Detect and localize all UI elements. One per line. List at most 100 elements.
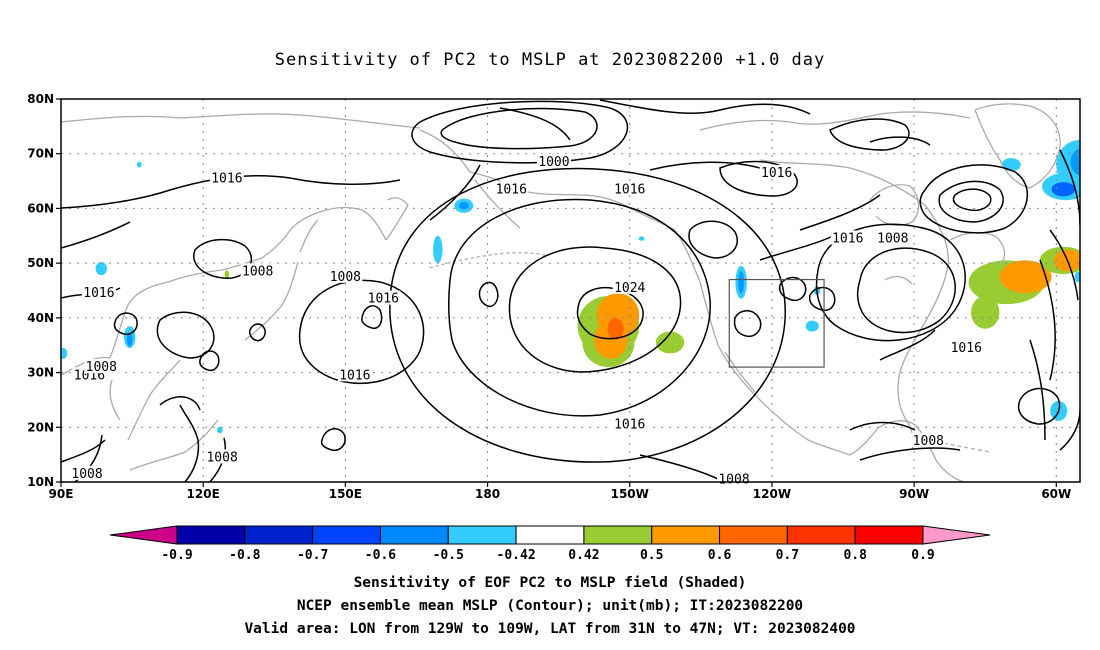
shade-patch-24 — [61, 347, 68, 359]
shade-patch-10 — [970, 295, 1000, 329]
colorbar-label-3: -0.6 — [365, 548, 396, 563]
contour-labels: 1000 1016 1016 1016 1016 1016 1008 1008 1008 1024… — [70, 153, 984, 487]
shade-patch-5 — [655, 331, 685, 354]
lon-tick-label-4: 150W — [611, 487, 649, 501]
caption-line-2: NCEP ensemble mean MSLP (Contour); unit(… — [296, 598, 804, 614]
contour-label-bg-17 — [911, 432, 946, 447]
contour-label-bg-6 — [875, 230, 910, 245]
lon-tick-label-1: 120E — [187, 487, 220, 501]
colorbar-label-11: 0.9 — [911, 548, 934, 563]
sensitivity-shading — [61, 140, 1080, 434]
contour-label-bg-10 — [81, 285, 116, 300]
colorbar-label-6: 0.42 — [568, 548, 599, 563]
colorbar-box-5 — [515, 525, 585, 545]
lon-tick-label-6: 90W — [899, 487, 929, 501]
shade-patch-13 — [1070, 148, 1080, 176]
map-figure: 1000 1016 1016 1016 1016 1016 1008 1008 1008 1024… — [27, 92, 1081, 563]
colorbar-label-0: -0.9 — [161, 548, 192, 563]
caption-line-3: Valid area: LON from 129W to 109W, LAT f… — [244, 621, 856, 637]
colorbar-label-4: -0.5 — [433, 548, 464, 563]
contour-label-8: 1008 — [330, 270, 361, 285]
lat-tick-label-7: 80N — [27, 92, 54, 106]
shade-patch-20 — [433, 235, 443, 264]
shade-patch-7 — [999, 260, 1052, 294]
contour-label-bg-19 — [70, 465, 105, 480]
contour-label-bg-15 — [337, 367, 372, 382]
contour-label-9: 1024 — [614, 281, 645, 296]
colorbar-over-triangle — [922, 525, 991, 545]
colorbar-label-10: 0.8 — [843, 548, 867, 563]
colorbar-box-8 — [719, 525, 788, 545]
lat-tick-label-3: 40N — [27, 311, 54, 325]
shade-patch-32 — [638, 236, 645, 241]
caption-line-1: Sensitivity of EOF PC2 to MSLP field (Sh… — [353, 575, 747, 591]
lon-tick-label-3: 180 — [475, 487, 500, 501]
lon-tick-label-2: 150E — [329, 487, 362, 501]
contour-label-bg-5 — [830, 230, 865, 245]
contour-label-1: 1016 — [761, 166, 792, 181]
lat-tick-label-4: 50N — [27, 256, 54, 270]
shade-patch-19 — [459, 201, 469, 210]
colorbar-box-7 — [651, 525, 721, 545]
contour-label-10: 1016 — [83, 286, 114, 301]
colorbar: -0.9 -0.8 -0.7 -0.6 -0.5 -0.42 0.42 0.5 0.6 0.7 0.… — [109, 525, 991, 563]
contour-label-20: 1008 — [718, 472, 749, 487]
contour-label-14: 1008 — [86, 360, 117, 375]
lon-tick-label-0: 90E — [49, 487, 74, 501]
contour-label-17: 1008 — [913, 434, 944, 449]
contour-label-bg-16 — [612, 416, 647, 431]
contour-label-bg-18 — [205, 449, 240, 464]
axis-labels: 10N 20N 30N 40N 50N 60N 70N 80N 90E 120E 150E 180 15… — [27, 92, 1071, 501]
contour-label-bg-9 — [612, 279, 647, 294]
lat-tick-label-6: 70N — [27, 147, 54, 161]
shade-patch-4 — [607, 317, 624, 340]
lon-tick-label-5: 120W — [753, 487, 791, 501]
contour-label-0: 1000 — [538, 155, 569, 170]
contour-label-bg-0 — [536, 153, 571, 168]
contour-label-bg-2 — [209, 170, 244, 185]
contour-label-19: 1008 — [71, 467, 102, 482]
shade-patch-17 — [738, 271, 744, 294]
shade-patch-26 — [1074, 271, 1080, 283]
colorbar-box-10 — [854, 525, 924, 545]
shade-patch-23 — [95, 262, 107, 276]
contour-label-bg-7 — [240, 263, 275, 278]
plot-frame — [60, 98, 1081, 483]
contour-label-bg-14 — [84, 359, 119, 374]
colorbar-box-0 — [176, 525, 246, 545]
colorbar-label-7: 0.5 — [640, 548, 663, 563]
contour-label-3: 1016 — [496, 182, 527, 197]
colorbar-box-3 — [379, 525, 449, 545]
contour-label-bg-1 — [759, 164, 794, 179]
contour-label-2: 1016 — [211, 171, 242, 186]
lat-tick-label-2: 30N — [27, 366, 54, 380]
contour-label-bg-8 — [328, 268, 363, 283]
colorbar-label-5: -0.42 — [497, 548, 536, 563]
lat-tick-label-0: 10N — [27, 475, 54, 489]
contour-label-bg-3 — [494, 181, 529, 196]
shade-patch-31 — [224, 270, 230, 278]
shade-patch-14 — [1051, 182, 1076, 197]
colorbar-label-9: 0.7 — [776, 548, 799, 563]
mslp-contours — [61, 99, 1080, 482]
shade-patch-27 — [805, 320, 819, 332]
lat-tick-label-5: 60N — [27, 201, 54, 215]
contour-label-16: 1016 — [614, 418, 645, 433]
colorbar-box-4 — [447, 525, 517, 545]
colorbar-box-2 — [312, 525, 381, 545]
contour-label-18: 1008 — [206, 450, 237, 465]
colorbar-box-9 — [786, 525, 856, 545]
lon-tick-label-7: 60W — [1041, 487, 1071, 501]
map-title: Sensitivity of PC2 to MSLP at 2023082200… — [274, 50, 826, 70]
colorbar-box-6 — [583, 525, 653, 545]
contour-label-4: 1016 — [614, 182, 645, 197]
colorbar-label-2: -0.7 — [297, 548, 328, 563]
colorbar-label-1: -0.8 — [229, 548, 260, 563]
contour-label-5: 1016 — [832, 232, 863, 247]
colorbar-label-8: 0.6 — [708, 548, 732, 563]
colorbar-box-1 — [244, 525, 314, 545]
shade-patch-30 — [136, 161, 142, 168]
colorbar-under-triangle — [109, 525, 178, 545]
contour-label-15: 1016 — [339, 368, 370, 383]
contour-label-7: 1008 — [242, 264, 273, 279]
